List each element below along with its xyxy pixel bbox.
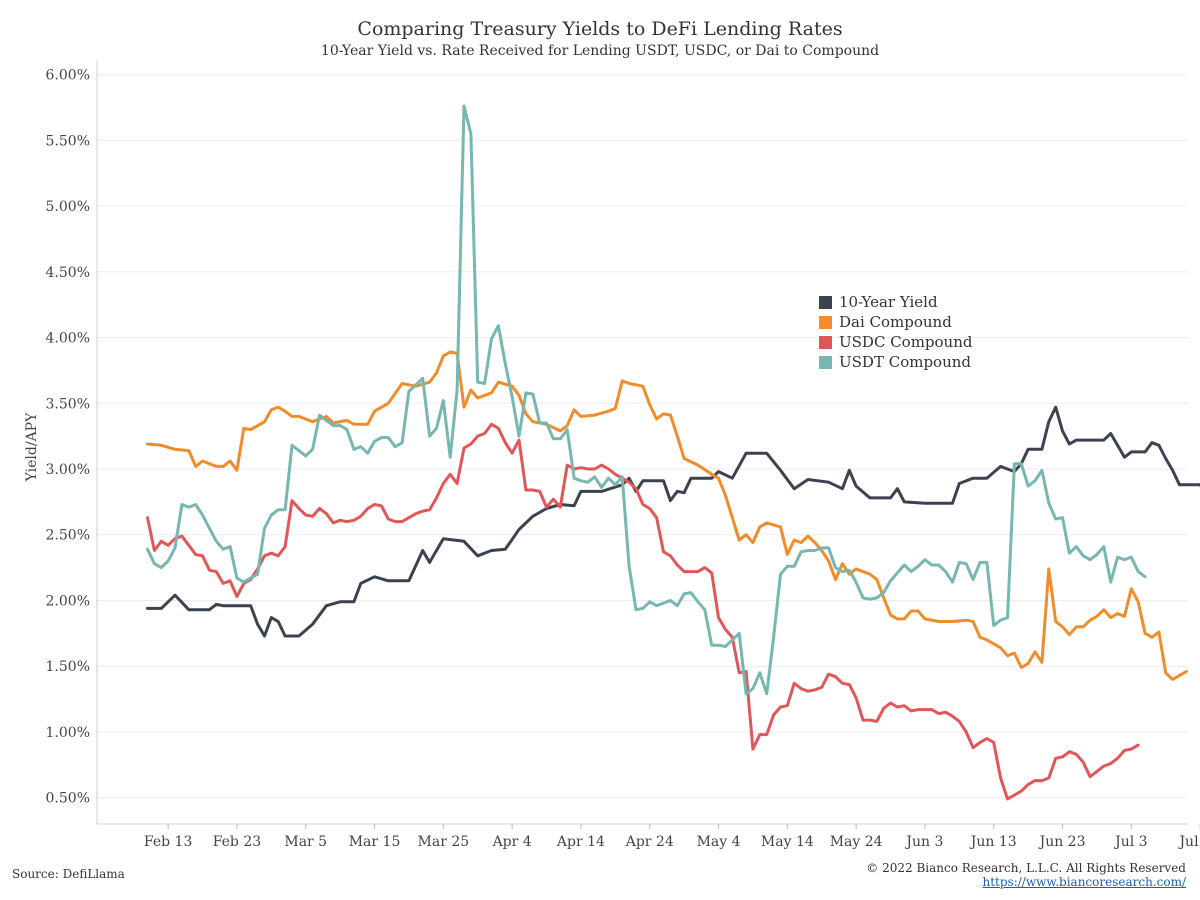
legend-entry: Dai Compound [839, 313, 952, 331]
legend-swatch [819, 316, 832, 329]
legend-entry: USDT Compound [839, 353, 971, 371]
y-tick-label: 2.00% [46, 593, 90, 609]
y-axis-label: Yield/APY [24, 412, 40, 482]
x-tick-label: Mar 25 [418, 834, 470, 850]
series-line-dai-compound [146, 350, 1188, 681]
y-tick-label: 2.50% [46, 528, 90, 544]
copyright-note: © 2022 Bianco Research, L.L.C. All Right… [866, 861, 1186, 875]
website-link[interactable]: https://www.biancoresearch.com/ [982, 875, 1186, 889]
y-tick-label: 3.50% [46, 396, 90, 412]
chart-title: Comparing Treasury Yields to DeFi Lendin… [357, 18, 843, 40]
series-line-usdc-compound [146, 422, 1140, 801]
series-line-10-year-yield [146, 405, 1200, 638]
series-lines [146, 104, 1200, 801]
x-tick-label: Mar 5 [284, 834, 327, 850]
x-tick-label: May 14 [761, 834, 814, 850]
x-tick-label: May 4 [697, 834, 741, 850]
chart-subtitle: 10-Year Yield vs. Rate Received for Lend… [320, 43, 880, 59]
legend-entry: USDC Compound [839, 333, 973, 351]
y-tick-label: 4.50% [46, 265, 90, 281]
y-tick-label: 1.00% [46, 725, 90, 741]
legend-swatch [819, 336, 832, 349]
x-tick-label: Jun 13 [969, 834, 1017, 850]
y-tick-label: 5.00% [46, 199, 90, 215]
legend-swatch [819, 356, 832, 369]
x-tick-label: Jul 13 [1177, 834, 1200, 850]
y-tick-label: 1.50% [46, 659, 90, 675]
y-tick-label: 0.50% [46, 791, 90, 807]
y-tick-label: 4.00% [46, 331, 90, 347]
y-tick-label: 5.50% [46, 133, 90, 149]
x-tick-label: Feb 23 [213, 834, 261, 850]
axes: 0.50% 1.00% 1.50% 2.00% 2.50% 3.00% 3.50% 4.00%… [46, 60, 1200, 850]
x-tick-label: Feb 13 [144, 834, 192, 850]
legend-swatch [819, 296, 832, 309]
x-tick-label: Jun 3 [904, 834, 943, 850]
y-tick-label: 6.00% [46, 68, 90, 84]
gridlines [97, 74, 1188, 799]
y-tick-label: 3.00% [46, 462, 90, 478]
x-tick-label: May 24 [830, 834, 883, 850]
x-tick-label: Apr 14 [556, 834, 605, 850]
x-tick-label: Jun 23 [1038, 834, 1086, 850]
x-tick-label: Apr 4 [492, 834, 532, 850]
source-note: Source: DefiLlama [12, 867, 125, 881]
legend-entry: 10-Year Yield [839, 293, 938, 311]
x-tick-label: Jul 3 [1113, 834, 1147, 850]
x-tick-label: Mar 15 [349, 834, 401, 850]
x-tick-label: Apr 24 [625, 834, 674, 850]
series-line-usdt-compound [146, 104, 1147, 696]
legend: 10-Year Yield Dai Compound USDC Compound US… [819, 293, 973, 371]
